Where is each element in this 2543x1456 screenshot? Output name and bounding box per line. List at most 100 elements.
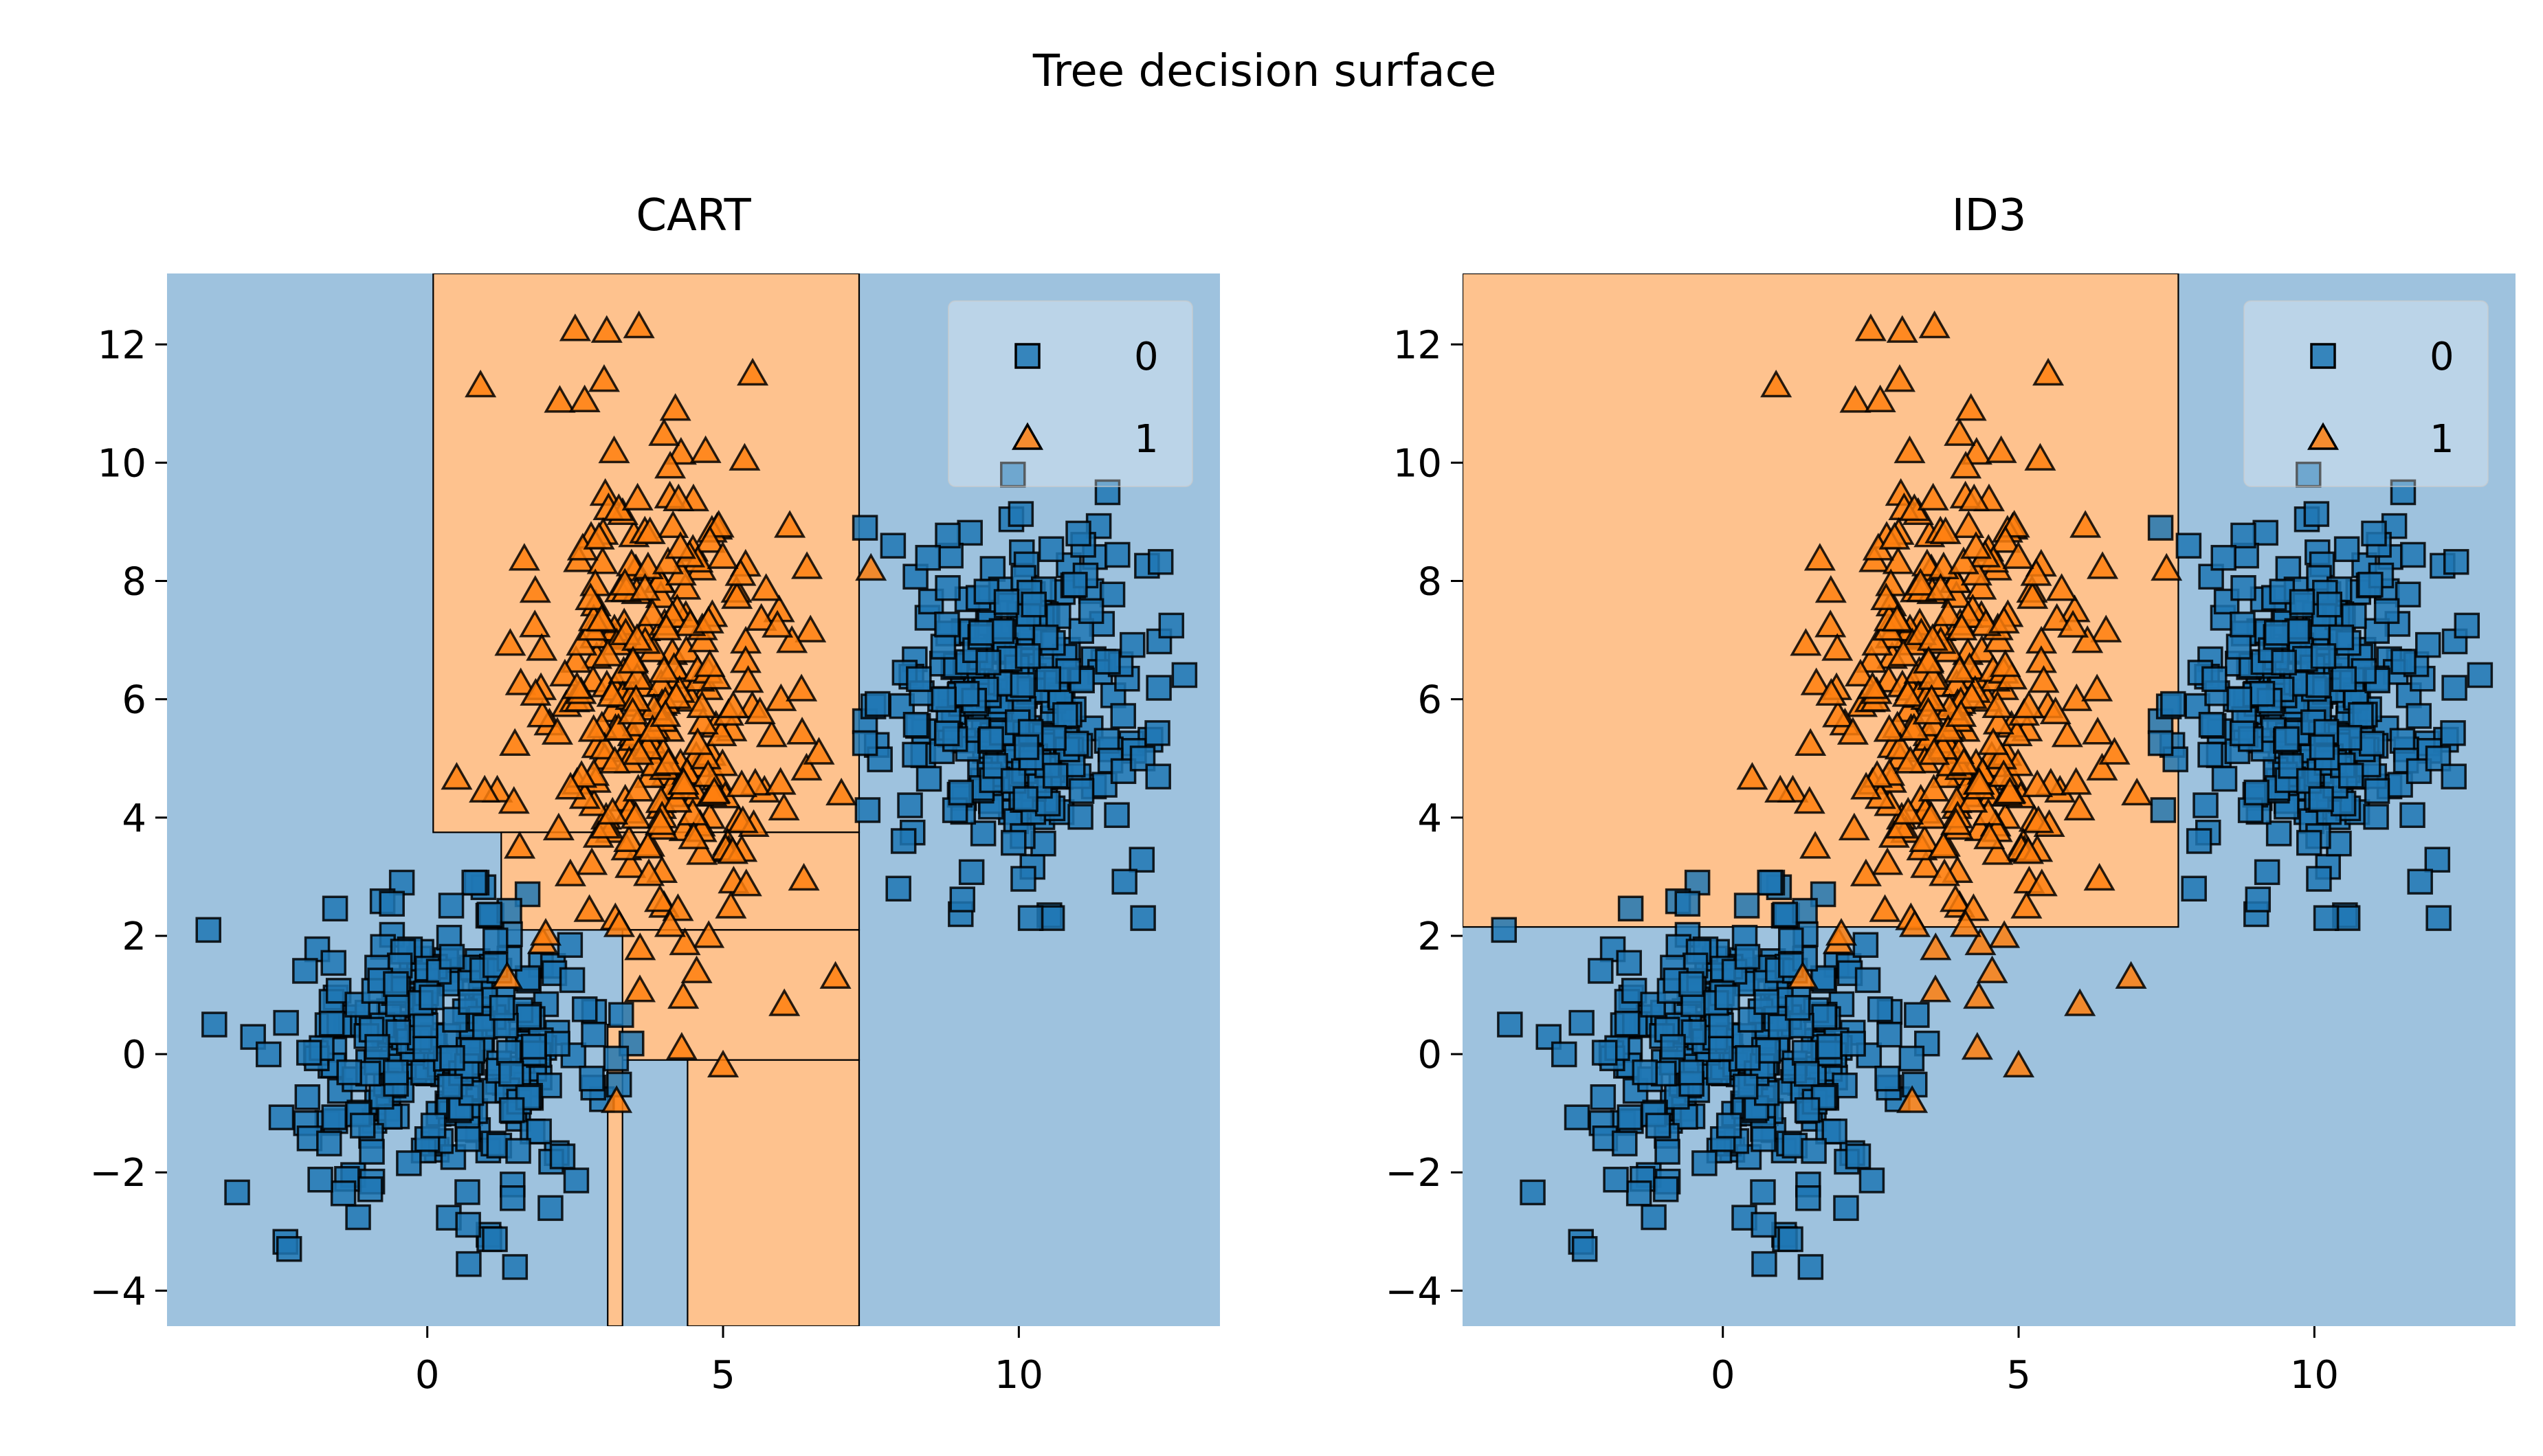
data-point-class-1: [768, 988, 801, 1016]
data-point-class-0: [1734, 943, 1761, 970]
y-tick-label: 2: [122, 915, 146, 959]
data-point-class-0: [935, 574, 961, 601]
data-point-class-0: [852, 730, 878, 757]
data-point-class-0: [537, 1195, 564, 1221]
data-point-class-0: [902, 741, 928, 768]
data-point-class-0: [461, 869, 487, 896]
data-point-class-0: [1158, 612, 1185, 639]
data-point-class-0: [2424, 847, 2451, 873]
data-point-class-1: [737, 357, 769, 386]
data-point-class-0: [915, 765, 942, 792]
data-point-class-1: [665, 436, 697, 465]
data-point-class-1: [609, 568, 641, 596]
data-point-class-1: [788, 862, 820, 891]
data-point-class-0: [1706, 1060, 1732, 1086]
data-point-class-0: [2361, 520, 2387, 547]
data-point-class-1: [1905, 568, 1937, 596]
data-point-class-0: [931, 686, 957, 713]
data-point-class-0: [2210, 545, 2236, 571]
data-point-class-1: [663, 483, 695, 512]
data-point-class-0: [1000, 461, 1026, 488]
data-point-class-0: [2160, 691, 2186, 717]
data-point-class-0: [1038, 536, 1065, 562]
data-point-class-0: [2441, 763, 2467, 789]
data-point-class-0: [1732, 1073, 1759, 1100]
data-point-class-1: [717, 690, 749, 719]
data-point-class-0: [557, 932, 584, 959]
data-point-class-1: [1916, 623, 1948, 651]
data-point-class-1: [1760, 370, 1792, 398]
data-point-class-1: [1844, 658, 1876, 687]
subplot-title: CART: [636, 190, 751, 241]
data-point-class-1: [575, 582, 607, 611]
data-point-class-0: [1603, 1167, 1629, 1193]
data-point-class-0: [2454, 612, 2480, 639]
y-tick-label: 4: [122, 796, 146, 841]
data-point-class-1: [667, 767, 700, 795]
data-point-class-1: [560, 645, 592, 673]
decision-region-class-1: [687, 1059, 860, 1326]
data-point-class-0: [1674, 891, 1700, 917]
data-point-class-0: [436, 1073, 463, 1100]
x-tick-label: 5: [711, 1353, 735, 1398]
data-point-class-0: [325, 978, 352, 1004]
data-point-class-1: [1977, 727, 2010, 755]
data-point-class-1: [732, 664, 764, 693]
data-point-class-1: [1885, 811, 1917, 839]
data-point-class-0: [1078, 598, 1104, 625]
data-point-class-1: [659, 393, 691, 421]
scatter-points: [1491, 310, 2494, 1280]
data-point-class-1: [491, 961, 523, 989]
y-tick-label: 0: [1417, 1033, 1442, 1077]
data-point-class-1: [624, 932, 656, 961]
data-point-class-1: [791, 551, 823, 579]
data-point-class-1: [726, 805, 759, 833]
data-point-class-0: [1858, 1167, 1885, 1194]
data-point-class-0: [2399, 802, 2425, 828]
data-point-class-0: [957, 519, 983, 546]
data-point-class-0: [885, 875, 911, 902]
data-point-class-0: [1898, 1045, 1925, 1072]
data-point-class-0: [1497, 1011, 1523, 1038]
data-point-class-0: [2407, 869, 2433, 895]
data-point-class-1: [2063, 792, 2096, 820]
data-point-class-1: [1790, 628, 1822, 656]
data-point-class-0: [382, 1060, 409, 1086]
data-point-class-1: [1919, 974, 1952, 1003]
data-point-class-0: [1660, 1033, 1686, 1060]
data-point-class-1: [1989, 649, 2021, 677]
data-point-class-0: [349, 1112, 376, 1139]
data-point-class-0: [1068, 778, 1095, 804]
data-point-class-1: [1981, 837, 2014, 865]
data-point-class-0: [2400, 541, 2426, 568]
data-point-class-0: [476, 901, 502, 928]
data-point-class-1: [693, 920, 725, 948]
data-point-class-1: [707, 541, 739, 569]
data-point-class-1: [1870, 582, 1902, 611]
data-point-class-1: [721, 581, 753, 609]
data-point-class-0: [915, 545, 941, 571]
data-point-class-1: [726, 769, 758, 798]
data-point-class-0: [1867, 996, 1894, 1022]
data-point-class-0: [2336, 725, 2362, 751]
data-point-class-0: [935, 522, 961, 549]
data-point-class-0: [1821, 1118, 1847, 1145]
data-point-class-1: [1955, 393, 1987, 421]
data-point-class-1: [803, 737, 835, 765]
data-point-class-1: [1947, 546, 1979, 574]
data-point-class-0: [1751, 1211, 1777, 1238]
data-point-class-0: [357, 1176, 384, 1202]
data-point-class-1: [1854, 313, 1887, 341]
data-point-class-0: [419, 984, 445, 1011]
data-point-class-0: [2243, 779, 2269, 806]
data-point-class-1: [2020, 558, 2052, 586]
data-point-class-1: [1886, 315, 1918, 343]
data-point-class-1: [768, 792, 800, 820]
data-point-class-1: [1988, 920, 2021, 948]
data-point-class-1: [636, 598, 669, 627]
data-point-class-0: [2249, 680, 2276, 707]
data-point-class-1: [1736, 762, 1768, 790]
data-point-class-0: [930, 634, 957, 660]
data-point-class-0: [867, 746, 893, 772]
data-point-class-1: [750, 573, 782, 601]
